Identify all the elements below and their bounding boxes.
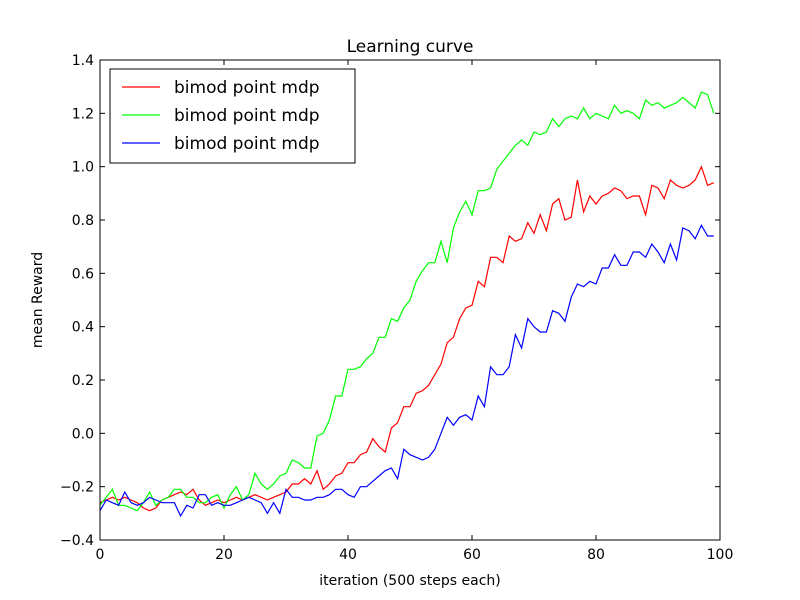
x-tick-label: 0 xyxy=(96,547,105,563)
x-tick-label: 40 xyxy=(339,547,357,563)
y-tick-label: 0.6 xyxy=(72,266,94,282)
y-tick-label: 0.4 xyxy=(72,320,94,336)
legend: bimod point mdp bimod point mdp bimod po… xyxy=(109,68,356,164)
legend-label-blue: bimod point mdp xyxy=(174,134,320,154)
series-line-green xyxy=(99,91,715,512)
y-axis-label: mean Reward xyxy=(30,252,46,348)
x-tick-label: 60 xyxy=(463,547,481,563)
x-axis-label: iteration (500 steps each) xyxy=(319,573,500,589)
tick-layer: 0 20 40 60 80 100 −0.4 −0.2 0.0 0.2 0.4 0.6 0.8 1.0 1.… xyxy=(60,53,733,563)
y-tick-label: 0.2 xyxy=(72,373,94,389)
y-tick-label: 0.0 xyxy=(72,426,94,442)
x-tick-label: 80 xyxy=(587,547,605,563)
y-tick-label: 1.4 xyxy=(72,53,94,69)
y-tick-label: 1.0 xyxy=(72,160,94,176)
chart-title: Learning curve xyxy=(347,37,474,57)
y-tick-label: −0.2 xyxy=(60,480,94,496)
legend-label-green: bimod point mdp xyxy=(174,106,320,126)
y-tick-label: 1.2 xyxy=(72,106,94,122)
x-tick-label: 100 xyxy=(707,547,734,563)
y-tick-label: −0.4 xyxy=(60,533,94,549)
plot-frame xyxy=(99,59,721,541)
legend-box xyxy=(109,68,356,164)
series-line-red xyxy=(99,165,715,512)
legend-label-red: bimod point mdp xyxy=(174,78,320,98)
series-layer xyxy=(99,91,715,518)
y-tick-label: 0.8 xyxy=(72,213,94,229)
series-line-blue xyxy=(99,224,714,518)
x-tick-label: 20 xyxy=(215,547,233,563)
